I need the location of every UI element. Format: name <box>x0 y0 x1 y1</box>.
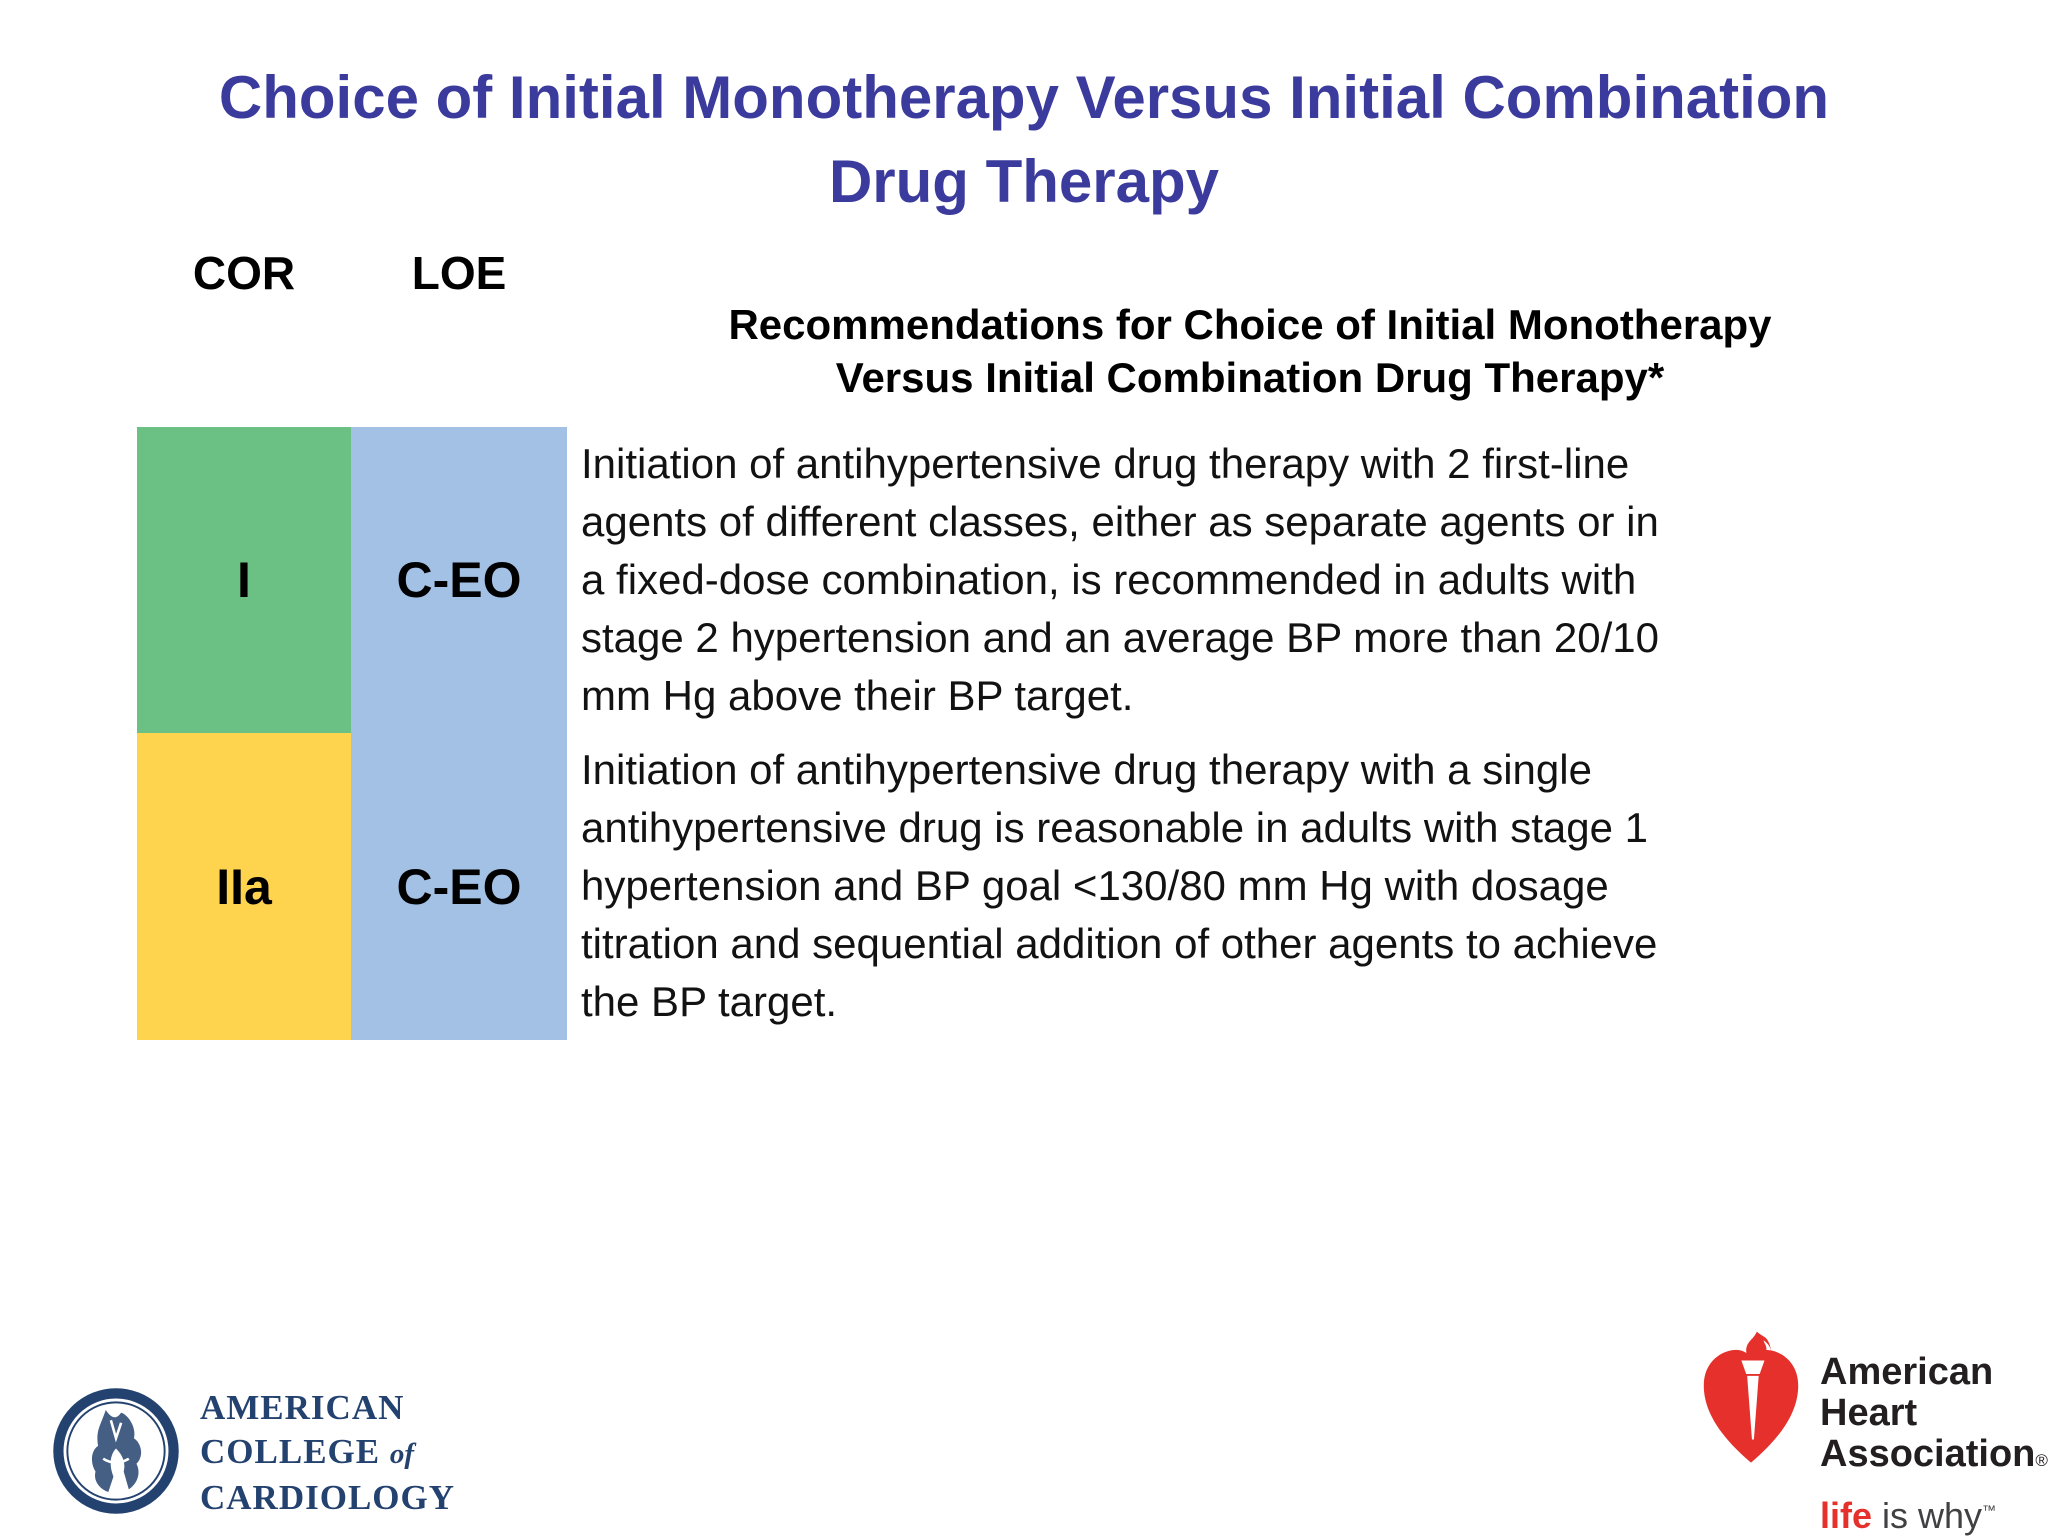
cor-value: IIa <box>216 858 272 915</box>
registered-mark: ® <box>2035 1451 2048 1470</box>
cor-cell-class-iia: IIa <box>137 733 351 1040</box>
recommendation-2-line: hypertension and BP goal <130/80 mm Hg w… <box>581 862 1609 909</box>
aha-logo: American Heart Association® life is why™ <box>1698 1330 2048 1537</box>
cor-value: I <box>237 552 251 608</box>
aha-tagline-life: life <box>1820 1495 1873 1536</box>
recommendations-header-line-1: Recommendations for Choice of Initial Mo… <box>728 301 1772 348</box>
recommendation-2-line: antihypertensive drug is reasonable in a… <box>581 804 1648 851</box>
acc-text-line-3: CARDIOLOGY <box>200 1478 456 1517</box>
aha-association-text: Association <box>1820 1433 2036 1475</box>
trademark-mark: ™ <box>1982 1502 1997 1518</box>
aha-heart-torch-icon <box>1698 1330 1804 1475</box>
acc-logo: AMERICAN COLLEGE of CARDIOLOGY <box>52 1386 455 1520</box>
acc-text-line-1: AMERICAN <box>200 1388 405 1427</box>
recommendation-text-row-2: Initiation of antihypertensive drug ther… <box>567 733 1922 1040</box>
loe-value: C-EO <box>396 552 522 608</box>
title-line-1: Choice of Initial Monotherapy Versus Ini… <box>218 64 1830 131</box>
column-header-cor: COR <box>192 247 296 299</box>
column-header-recommendations: Recommendations for Choice of Initial Mo… <box>567 298 1933 404</box>
page-title: Choice of Initial Monotherapy Versus Ini… <box>0 56 2048 224</box>
aha-text-line-1: American <box>1820 1351 1994 1393</box>
recommendation-2-line: the BP target. <box>581 978 838 1025</box>
loe-value: C-EO <box>396 858 522 915</box>
aha-tagline: life is why™ <box>1820 1495 2048 1537</box>
acc-logo-text: AMERICAN COLLEGE of CARDIOLOGY <box>200 1386 455 1520</box>
recommendation-1-line: a fixed-dose combination, is recommended… <box>581 556 1637 603</box>
loe-cell-row-2: C-EO <box>351 733 567 1040</box>
recommendation-1-line: Initiation of antihypertensive drug ther… <box>581 440 1630 487</box>
recommendation-1-line: stage 2 hypertension and an average BP m… <box>581 614 1659 661</box>
recommendation-2-line: titration and sequential addition of oth… <box>581 920 1658 967</box>
recommendation-2-line: Initiation of antihypertensive drug ther… <box>581 746 1592 793</box>
recommendation-text-row-1: Initiation of antihypertensive drug ther… <box>567 427 1922 733</box>
acc-emblem-icon <box>52 1387 180 1520</box>
aha-logo-text: American Heart Association® life is why™ <box>1820 1330 2048 1537</box>
aha-tagline-rest: is why <box>1872 1495 1983 1536</box>
acc-text-line-2: COLLEGE of <box>200 1430 455 1476</box>
recommendations-table: I C-EO Initiation of antihypertensive dr… <box>137 427 1922 1040</box>
recommendations-header-line-2: Versus Initial Combination Drug Therapy* <box>835 354 1665 401</box>
recommendation-1-line: mm Hg above their BP target. <box>581 672 1134 719</box>
aha-text-line-2: Heart <box>1820 1392 1918 1434</box>
column-header-loe: LOE <box>411 247 507 299</box>
loe-cell-row-1: C-EO <box>351 427 567 733</box>
title-line-2: Drug Therapy <box>828 148 1220 215</box>
aha-text-line-3: Association® <box>1820 1434 2048 1481</box>
recommendation-1-line: agents of different classes, either as s… <box>581 498 1659 545</box>
cor-cell-class-i: I <box>137 427 351 733</box>
acc-college-text: COLLEGE <box>200 1432 390 1471</box>
acc-of-text: of <box>389 1438 415 1470</box>
